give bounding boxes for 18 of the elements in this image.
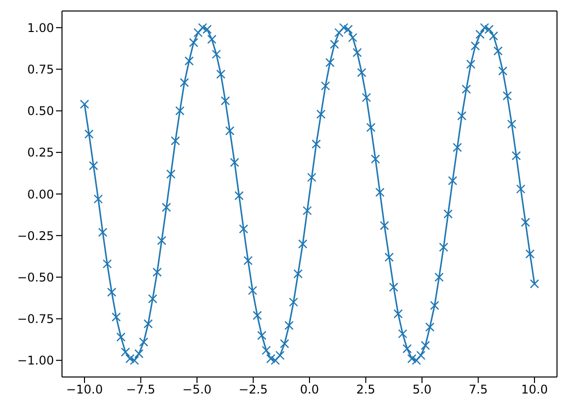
y-tick-label: 1.00: [27, 20, 54, 35]
x-tick-label: 7.5: [468, 382, 488, 397]
y-tick-label: 0.50: [27, 104, 54, 118]
x-tick-label: −2.5: [238, 382, 268, 397]
y-tick-label: 0.00: [27, 187, 54, 202]
y-tick-label: 0.25: [27, 146, 54, 160]
x-tick-label: 10.0: [521, 382, 548, 397]
x-tick-label: 0.0: [300, 382, 320, 397]
x-tick-label: −5.0: [182, 382, 212, 397]
y-tick-label: 0.75: [27, 62, 54, 76]
x-tick-label: 5.0: [412, 382, 432, 397]
y-tick-label: −1.00: [17, 354, 54, 368]
x-tick-label: −10.0: [66, 382, 103, 397]
x-tick-label: −7.5: [126, 382, 156, 397]
y-tick-label: −0.25: [17, 228, 54, 243]
x-tick-label: 2.5: [356, 382, 376, 397]
y-tick-label: −0.50: [17, 270, 54, 284]
y-tick-label: −0.75: [17, 312, 54, 326]
